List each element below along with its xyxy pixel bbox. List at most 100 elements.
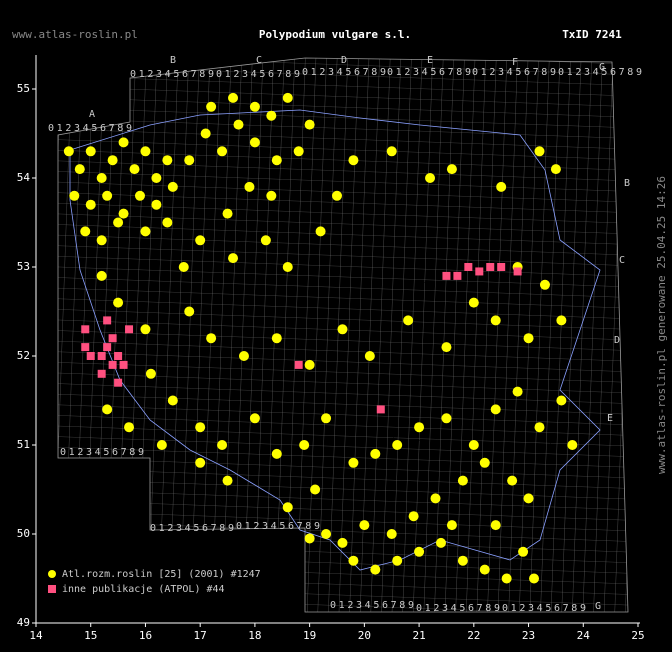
occurrence-dot — [370, 564, 381, 575]
occurrence-dot — [403, 315, 414, 326]
grid-letter: B — [624, 178, 630, 189]
occurrence-dot — [228, 253, 239, 264]
x-tick-label: 25 — [631, 629, 644, 642]
occurrence-dot — [96, 173, 107, 183]
y-tick-label: 49 — [17, 616, 30, 629]
occurrence-dot — [102, 404, 113, 415]
occurrence-dot — [370, 448, 381, 459]
occurrence-dot — [244, 181, 255, 192]
occurrence-dot — [282, 502, 293, 513]
x-tick-label: 17 — [194, 629, 207, 642]
occurrence-dot — [195, 457, 206, 468]
occurrence-dot — [156, 440, 167, 450]
occurrence-dot — [490, 404, 501, 415]
occurrence-dot — [266, 110, 277, 121]
occurrence-dot — [408, 511, 419, 522]
occurrence-square — [86, 352, 95, 360]
occurrence-dot — [69, 190, 80, 201]
occurrence-dot — [118, 137, 129, 148]
occurrence-dot — [534, 146, 545, 157]
grid-letter: A — [89, 109, 95, 120]
occurrence-square — [114, 378, 123, 387]
grid-letter: G — [599, 62, 605, 73]
x-tick-label: 23 — [522, 629, 535, 642]
x-tick-label: 24 — [577, 629, 591, 642]
occurrence-dot — [479, 457, 490, 468]
occurrence-dot — [414, 546, 425, 557]
occurrence-dot — [523, 333, 534, 344]
y-tick-label: 55 — [17, 82, 30, 95]
occurrence-square — [376, 405, 385, 414]
grid-letter: E — [427, 55, 433, 66]
occurrence-dot — [282, 262, 293, 272]
occurrence-dot — [266, 190, 277, 201]
occurrence-dot — [446, 164, 457, 175]
occurrence-dot — [271, 448, 282, 459]
occurrence-dot — [441, 342, 452, 353]
legend-square — [48, 585, 56, 593]
occurrence-dot — [321, 413, 332, 424]
grid-letter: B — [170, 55, 176, 66]
occurrence-dot — [63, 146, 74, 157]
occurrence-square — [294, 360, 303, 369]
occurrence-dot — [151, 173, 162, 183]
occurrence-dot — [468, 440, 479, 450]
grid-letter: F — [512, 57, 518, 68]
occurrence-dot — [386, 529, 397, 539]
occurrence-dot — [501, 573, 512, 584]
occurrence-dot — [162, 217, 173, 228]
occurrence-dot — [457, 475, 468, 486]
occurrence-dot — [490, 315, 501, 326]
x-tick-label: 19 — [303, 629, 316, 642]
occurrence-dot — [435, 537, 446, 548]
occurrence-dot — [550, 164, 561, 175]
title: Polypodium vulgare s.l. — [259, 28, 411, 41]
y-tick-label: 52 — [17, 349, 30, 362]
occurrence-dot — [386, 146, 397, 157]
legend-label: inne publikacje (ATPOL) #44 — [62, 584, 225, 595]
occurrence-dot — [425, 173, 436, 183]
occurrence-dot — [332, 190, 342, 201]
occurrence-square — [114, 352, 123, 360]
occurrence-square — [97, 352, 106, 360]
occurrence-dot — [414, 422, 425, 433]
occurrence-square — [81, 325, 90, 334]
occurrence-dot — [430, 493, 441, 504]
occurrence-dot — [233, 119, 244, 130]
occurrence-dot — [85, 146, 96, 157]
occurrence-dot — [96, 235, 107, 246]
occurrence-dot — [468, 297, 479, 308]
occurrence-dot — [392, 440, 403, 450]
occurrence-square — [125, 325, 134, 334]
occurrence-square — [108, 360, 117, 369]
occurrence-square — [513, 267, 522, 276]
occurrence-dot — [140, 146, 151, 157]
occurrence-dot — [359, 520, 370, 531]
occurrence-dot — [129, 164, 140, 175]
legend-dot — [48, 570, 56, 578]
occurrence-dot — [102, 190, 113, 201]
occurrence-dot — [496, 181, 507, 192]
occurrence-dot — [167, 181, 178, 192]
occurrence-dot — [238, 351, 249, 361]
side-note: www.atlas-roslin.pl generowane 25.04.25 … — [655, 176, 668, 474]
occurrence-dot — [539, 279, 550, 290]
occurrence-square — [97, 369, 106, 378]
occurrence-dot — [534, 422, 545, 433]
occurrence-dot — [80, 226, 91, 237]
occurrence-dot — [556, 395, 567, 406]
occurrence-dot — [249, 413, 260, 424]
occurrence-dot — [315, 226, 326, 237]
occurrence-dot — [124, 422, 135, 433]
occurrence-dot — [184, 155, 195, 166]
occurrence-dot — [304, 533, 315, 544]
x-tick-label: 16 — [139, 629, 152, 642]
occurrence-dot — [134, 190, 145, 201]
occurrence-dot — [228, 92, 239, 103]
occurrence-dot — [162, 155, 173, 166]
occurrence-dot — [457, 555, 468, 566]
occurrence-dot — [195, 422, 206, 433]
grid-letter: G — [595, 601, 601, 612]
